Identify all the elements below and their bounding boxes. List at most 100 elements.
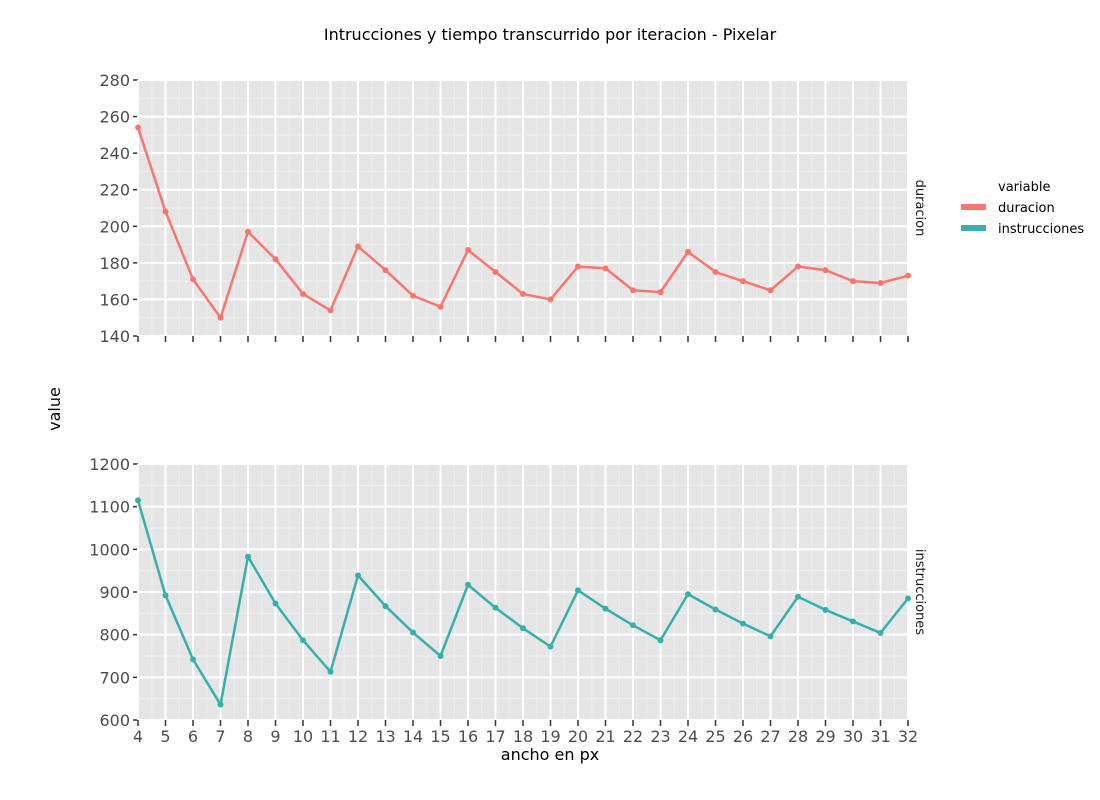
- data-point-duracion: [465, 247, 471, 254]
- legend-title: variable: [998, 180, 1050, 195]
- data-point-duracion: [382, 267, 389, 274]
- data-point-duracion: [712, 269, 719, 275]
- x-tick-label: 19: [540, 727, 560, 746]
- legend-swatch-instrucciones: [961, 225, 986, 231]
- x-tick-label: 18: [513, 727, 533, 746]
- legend: variable duracion instrucciones: [961, 180, 1084, 237]
- data-point-instrucciones: [410, 629, 416, 636]
- x-tick-label: 13: [375, 727, 395, 746]
- data-point-duracion: [740, 278, 746, 285]
- y-tick-label: 220: [99, 181, 130, 200]
- panel-instrucciones: 600 700 800 900 1000 1100 1200 4 5 6 7 8 9 10 11 12 13 14…: [89, 455, 927, 746]
- x-tick-label: 17: [485, 727, 505, 746]
- y-tick-label: 240: [99, 144, 130, 163]
- x-tick-label: 12: [348, 727, 368, 746]
- x-tick-label: 32: [898, 727, 918, 746]
- data-point-duracion: [905, 272, 911, 279]
- legend-label-duracion: duracion: [998, 201, 1055, 216]
- y-tick-label: 260: [99, 108, 130, 127]
- x-axis-title: ancho en px: [501, 745, 599, 764]
- data-point-instrucciones: [602, 605, 609, 612]
- y-tick-label: 280: [99, 71, 130, 90]
- data-point-duracion: [877, 279, 884, 286]
- strip-label: duracion: [912, 180, 927, 237]
- y-tick-label: 900: [99, 583, 130, 602]
- data-point-instrucciones: [135, 497, 141, 504]
- y-tick-label: 180: [99, 254, 130, 273]
- data-point-duracion: [520, 290, 526, 297]
- data-point-duracion: [492, 269, 499, 275]
- data-point-instrucciones: [657, 637, 664, 644]
- legend-swatch-duracion: [961, 204, 986, 210]
- data-point-duracion: [575, 263, 581, 270]
- data-point-instrucciones: [850, 618, 856, 625]
- data-point-instrucciones: [190, 656, 196, 663]
- data-point-duracion: [795, 263, 801, 270]
- x-tick-label: 31: [870, 727, 890, 746]
- data-point-duracion: [162, 208, 169, 215]
- data-point-instrucciones: [465, 581, 471, 588]
- legend-label-instrucciones: instrucciones: [998, 222, 1084, 237]
- x-tick-label: 16: [458, 727, 478, 746]
- data-point-duracion: [822, 267, 829, 274]
- x-tick-label: 29: [815, 727, 835, 746]
- x-tick-label: 11: [320, 727, 340, 746]
- x-tick-label: 25: [705, 727, 725, 746]
- data-point-duracion: [355, 243, 361, 250]
- data-point-duracion: [217, 314, 224, 321]
- data-point-instrucciones: [355, 572, 361, 579]
- data-point-duracion: [602, 265, 609, 272]
- data-point-duracion: [630, 287, 636, 294]
- data-point-instrucciones: [685, 591, 691, 598]
- data-point-duracion: [437, 303, 444, 310]
- x-tick-label: 6: [188, 727, 198, 746]
- panel-duracion: 140 160 180 200 220 240 260 280 duracion: [99, 71, 927, 346]
- x-tick-label: 10: [293, 727, 313, 746]
- x-tick-label: 8: [243, 727, 253, 746]
- data-point-duracion: [272, 256, 279, 263]
- data-point-duracion: [685, 248, 691, 255]
- data-point-instrucciones: [245, 553, 251, 560]
- y-tick-label: 800: [99, 626, 130, 645]
- x-tick-label: 7: [215, 727, 225, 746]
- strip-label: instrucciones: [912, 549, 927, 635]
- y-tick-label: 700: [99, 668, 130, 687]
- chart-title: Intrucciones y tiempo transcurrido por i…: [324, 25, 777, 44]
- x-tick-label: 26: [733, 727, 753, 746]
- data-point-instrucciones: [877, 629, 884, 636]
- y-tick-label: 600: [99, 711, 130, 730]
- y-tick-label: 1100: [89, 498, 130, 517]
- data-point-duracion: [327, 307, 334, 314]
- x-tick-label: 5: [160, 727, 170, 746]
- data-point-instrucciones: [300, 637, 306, 644]
- data-point-duracion: [657, 289, 664, 296]
- data-point-duracion: [767, 287, 774, 294]
- data-point-duracion: [135, 124, 141, 131]
- x-tick-label: 30: [843, 727, 863, 746]
- y-tick-label: 200: [99, 217, 130, 236]
- x-tick-label: 4: [133, 727, 143, 746]
- x-tick-label: 27: [760, 727, 780, 746]
- data-point-instrucciones: [630, 622, 636, 629]
- x-tick-label: 20: [568, 727, 588, 746]
- x-tick-label: 28: [788, 727, 808, 746]
- data-point-instrucciones: [575, 587, 581, 594]
- data-point-instrucciones: [740, 620, 746, 627]
- y-tick-label: 140: [99, 327, 130, 346]
- data-point-instrucciones: [492, 604, 499, 611]
- data-point-instrucciones: [822, 606, 829, 613]
- data-point-instrucciones: [547, 643, 554, 650]
- data-point-instrucciones: [272, 600, 279, 607]
- data-point-instrucciones: [905, 595, 911, 602]
- data-point-instrucciones: [437, 653, 444, 659]
- x-tick-label: 14: [403, 727, 423, 746]
- x-tick-label: 24: [678, 727, 698, 746]
- data-point-instrucciones: [162, 592, 169, 599]
- x-tick-label: 22: [623, 727, 643, 746]
- data-point-duracion: [850, 278, 856, 285]
- y-tick-label: 160: [99, 290, 130, 309]
- data-point-duracion: [190, 276, 196, 283]
- y-tick-label: 1200: [89, 455, 130, 474]
- data-point-instrucciones: [520, 625, 526, 632]
